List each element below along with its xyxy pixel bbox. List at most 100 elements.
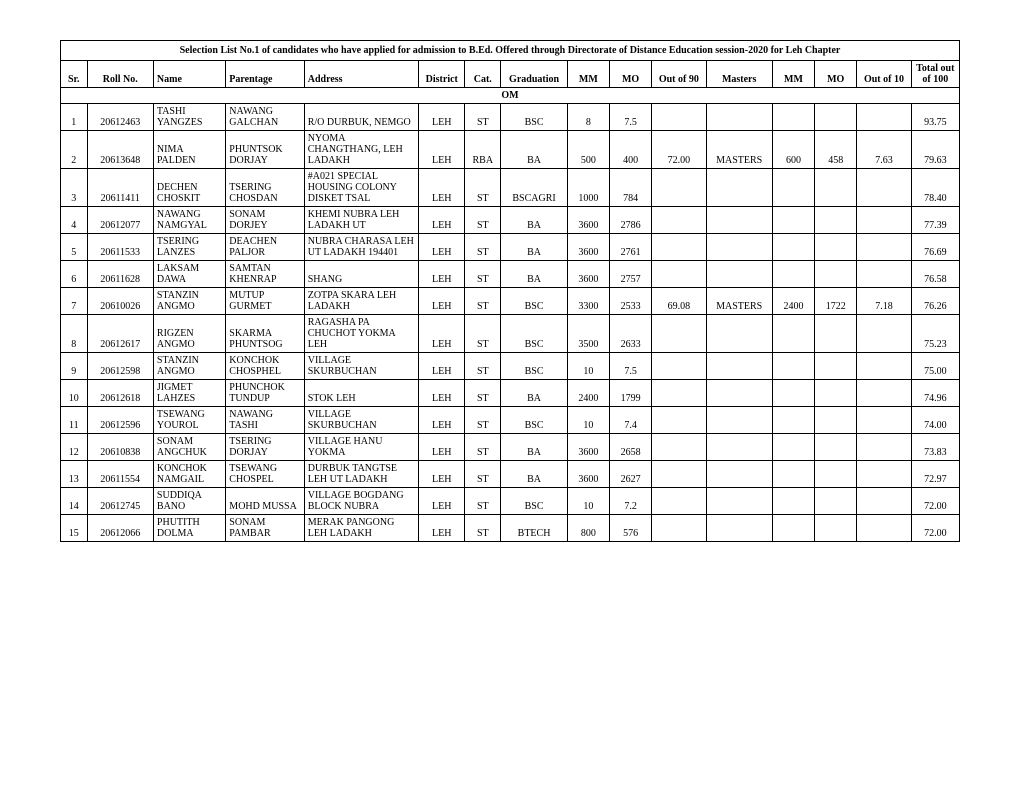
cell-mo: 7.5 xyxy=(609,353,651,380)
cell-addr: DURBUK TANGTSE LEH UT LADAKH xyxy=(304,461,419,488)
cell-o10 xyxy=(857,207,911,234)
hdr-out10: Out of 10 xyxy=(857,61,911,88)
table-body: OM 120612463TASHI YANGZESNAWANG GALCHANR… xyxy=(61,88,960,542)
hdr-cat: Cat. xyxy=(465,61,501,88)
table-row: 320611411DECHEN CHOSKITTSERING CHOSDAN#A… xyxy=(61,169,960,207)
cell-mo2: 458 xyxy=(815,131,857,169)
cell-mast xyxy=(706,169,772,207)
cell-cat: ST xyxy=(465,207,501,234)
hdr-mm: MM xyxy=(567,61,609,88)
cell-par: PHUNCHOK TUNDUP xyxy=(226,380,304,407)
cell-grad: BSC xyxy=(501,407,567,434)
cell-tot: 73.83 xyxy=(911,434,959,461)
cell-mo: 7.5 xyxy=(609,104,651,131)
section-label: OM xyxy=(61,88,960,104)
cell-mm2 xyxy=(772,315,814,353)
cell-grad: BSC xyxy=(501,288,567,315)
cell-dist: LEH xyxy=(419,207,465,234)
table-row: 720610026STANZIN ANGMOMUTUP GURMETZOTPA … xyxy=(61,288,960,315)
cell-mm: 3600 xyxy=(567,434,609,461)
cell-cat: ST xyxy=(465,407,501,434)
cell-o90 xyxy=(652,515,706,542)
table-row: 1420612745SUDDIQA BANOMOHD MUSSAVILLAGE … xyxy=(61,488,960,515)
cell-mm: 1000 xyxy=(567,169,609,207)
hdr-name: Name xyxy=(153,61,225,88)
cell-mo2 xyxy=(815,407,857,434)
table-title: Selection List No.1 of candidates who ha… xyxy=(61,41,960,61)
cell-cat: ST xyxy=(465,380,501,407)
cell-addr: VILLAGE HANU YOKMA xyxy=(304,434,419,461)
cell-par: TSERING DORJAY xyxy=(226,434,304,461)
hdr-total: Total out of 100 xyxy=(911,61,959,88)
cell-o90: 69.08 xyxy=(652,288,706,315)
cell-o10 xyxy=(857,353,911,380)
cell-dist: LEH xyxy=(419,434,465,461)
cell-mo: 2757 xyxy=(609,261,651,288)
cell-mo: 576 xyxy=(609,515,651,542)
table-title-row: Selection List No.1 of candidates who ha… xyxy=(61,41,960,61)
cell-roll: 20611554 xyxy=(87,461,153,488)
cell-grad: BA xyxy=(501,434,567,461)
cell-o10 xyxy=(857,169,911,207)
cell-grad: BSC xyxy=(501,488,567,515)
table-row: 420612077NAWANG NAMGYALSONAM DORJEYKHEMI… xyxy=(61,207,960,234)
cell-sr: 5 xyxy=(61,234,88,261)
cell-tot: 78.40 xyxy=(911,169,959,207)
cell-addr: NYOMA CHANGTHANG, LEH LADAKH xyxy=(304,131,419,169)
cell-cat: ST xyxy=(465,169,501,207)
cell-roll: 20612596 xyxy=(87,407,153,434)
hdr-parentage: Parentage xyxy=(226,61,304,88)
cell-tot: 76.69 xyxy=(911,234,959,261)
cell-cat: ST xyxy=(465,234,501,261)
cell-mo2 xyxy=(815,169,857,207)
hdr-graduation: Graduation xyxy=(501,61,567,88)
cell-cat: ST xyxy=(465,261,501,288)
cell-mast xyxy=(706,315,772,353)
cell-grad: BA xyxy=(501,380,567,407)
cell-name: TASHI YANGZES xyxy=(153,104,225,131)
cell-mm: 2400 xyxy=(567,380,609,407)
cell-mo: 7.4 xyxy=(609,407,651,434)
cell-mm2 xyxy=(772,488,814,515)
cell-tot: 72.00 xyxy=(911,515,959,542)
cell-par: SONAM DORJEY xyxy=(226,207,304,234)
cell-mm: 3600 xyxy=(567,461,609,488)
cell-addr: #A021 SPECIAL HOUSING COLONY DISKET TSAL xyxy=(304,169,419,207)
cell-mast xyxy=(706,353,772,380)
cell-mast xyxy=(706,461,772,488)
cell-roll: 20612745 xyxy=(87,488,153,515)
cell-tot: 72.97 xyxy=(911,461,959,488)
cell-mm: 10 xyxy=(567,353,609,380)
cell-mm2: 2400 xyxy=(772,288,814,315)
cell-roll: 20613648 xyxy=(87,131,153,169)
cell-o90 xyxy=(652,104,706,131)
cell-o10 xyxy=(857,407,911,434)
cell-o10 xyxy=(857,261,911,288)
cell-tot: 72.00 xyxy=(911,488,959,515)
cell-par: PHUNTSOK DORJAY xyxy=(226,131,304,169)
cell-par: KONCHOK CHOSPHEL xyxy=(226,353,304,380)
cell-roll: 20612598 xyxy=(87,353,153,380)
cell-o10 xyxy=(857,234,911,261)
table-row: 920612598STANZIN ANGMOKONCHOK CHOSPHELVI… xyxy=(61,353,960,380)
cell-mast xyxy=(706,207,772,234)
cell-grad: BSC xyxy=(501,315,567,353)
cell-par: NAWANG TASHI xyxy=(226,407,304,434)
cell-cat: ST xyxy=(465,488,501,515)
cell-name: JIGMET LAHZES xyxy=(153,380,225,407)
cell-grad: BTECH xyxy=(501,515,567,542)
table-header-row: Sr. Roll No. Name Parentage Address Dist… xyxy=(61,61,960,88)
cell-mm2 xyxy=(772,234,814,261)
cell-mm2: 600 xyxy=(772,131,814,169)
cell-dist: LEH xyxy=(419,261,465,288)
cell-sr: 3 xyxy=(61,169,88,207)
cell-mo: 2627 xyxy=(609,461,651,488)
cell-dist: LEH xyxy=(419,131,465,169)
cell-mast xyxy=(706,515,772,542)
cell-name: PHUTITH DOLMA xyxy=(153,515,225,542)
cell-cat: ST xyxy=(465,353,501,380)
cell-mo2 xyxy=(815,434,857,461)
cell-sr: 13 xyxy=(61,461,88,488)
hdr-mm2: MM xyxy=(772,61,814,88)
hdr-mo: MO xyxy=(609,61,651,88)
